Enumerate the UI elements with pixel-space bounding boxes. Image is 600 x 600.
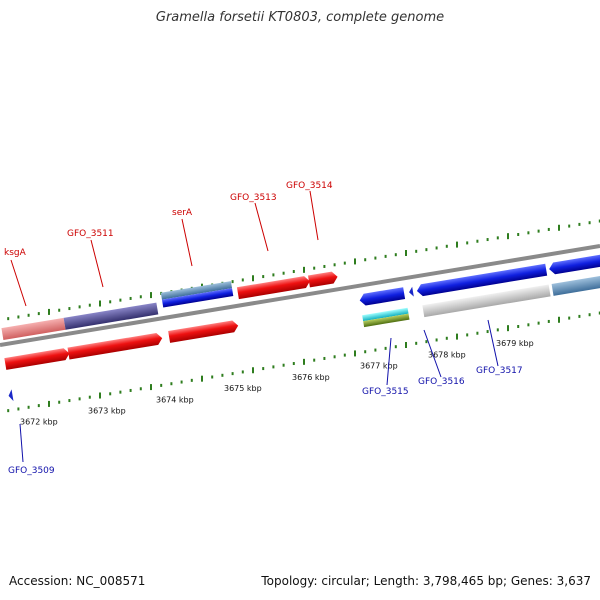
label-ksga[interactable]: ksgA [4,248,27,258]
feature-gfo-3514 [307,271,338,288]
backbone-line [0,244,600,347]
feature-red-2 [67,332,163,360]
feature-gfo-3515-olive [363,313,410,328]
feature-gfo-3517-grey [422,284,551,318]
label-sera[interactable]: serA [172,208,193,218]
feature-gfo-3516 [416,263,548,297]
tick-row-outer [7,219,600,321]
tick-label: 3672 kbp [20,418,58,427]
tick-label: 3676 kbp [292,373,330,382]
forward-features [1,271,338,340]
feature-gfo-3516-small [409,286,414,297]
accession-text: Accession: NC_008571 [9,574,146,588]
tick-row-inner [7,311,600,413]
feature-sera [161,288,234,308]
genome-summary-text: Topology: circular; Length: 3,798,465 bp… [261,574,591,588]
feature-red-3 [168,320,239,343]
reverse-label-lines [19,319,499,463]
label-gfo-3509[interactable]: GFO_3509 [8,466,55,476]
feature-steel-right [551,272,600,296]
feature-gfo-3513 [236,276,310,300]
tick-label: 3677 kbp [360,362,398,371]
forward-label-lines [10,190,319,307]
tick-label: 3674 kbp [156,395,194,404]
label-gfo-3514[interactable]: GFO_3514 [286,181,333,191]
feature-gfo-3509 [8,389,14,402]
tick-label: 3679 kbp [496,339,534,348]
label-gfo-3513[interactable]: GFO_3513 [230,193,277,203]
label-gfo-3515[interactable]: GFO_3515 [362,387,409,397]
feature-gfo-3515-cyan [362,307,409,322]
label-gfo-3516[interactable]: GFO_3516 [418,377,465,387]
label-gfo-3517[interactable]: GFO_3517 [476,366,523,376]
feature-ksga [1,317,66,340]
feature-gfo-3517-blue [549,252,600,275]
map-title: Gramella forsetii KT0803, complete genom… [155,10,445,25]
tick-label: 3675 kbp [224,384,262,393]
label-gfo-3511[interactable]: GFO_3511 [67,229,114,239]
feature-sera-top [160,281,232,300]
tick-label: 3673 kbp [88,406,126,415]
tick-label: 3678 kbp [428,350,466,359]
feature-gfo-3515-blue [359,287,406,306]
feature-gfo-3511 [63,302,159,330]
tick-labels: 3672 kbp 3673 kbp 3674 kbp 3675 kbp 3676 kbp… [20,339,534,427]
feature-red-1 [4,348,70,370]
reverse-features [4,252,600,402]
